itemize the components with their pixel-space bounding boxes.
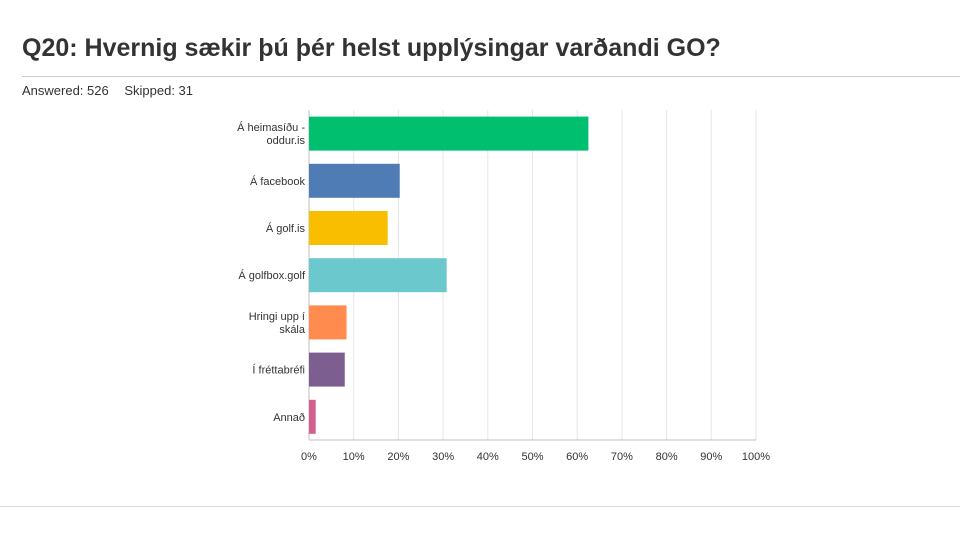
response-stats: Answered: 526 Skipped: 31	[22, 83, 193, 98]
bar	[309, 258, 447, 293]
x-tick-label: 70%	[611, 451, 633, 463]
x-tick-label: 30%	[432, 451, 454, 463]
x-tick-label: 20%	[387, 451, 409, 463]
answered-count: Answered: 526	[22, 83, 109, 98]
x-tick-label: 90%	[700, 451, 722, 463]
x-tick-label: 10%	[343, 451, 365, 463]
bar	[309, 352, 345, 387]
category-label: Á facebook	[250, 175, 306, 188]
bar	[309, 399, 316, 434]
x-tick-label: 80%	[656, 451, 678, 463]
page-title: Q20: Hvernig sækir þú þér helst upplýsin…	[22, 34, 721, 62]
category-label: Á heimasíðu -oddur.is	[237, 121, 305, 147]
x-tick-label: 0%	[301, 451, 317, 463]
x-tick-label: 50%	[521, 451, 543, 463]
category-label: Á golfbox.golf	[238, 269, 306, 282]
bar	[309, 211, 388, 245]
x-tick-label: 40%	[477, 451, 499, 463]
bar	[309, 116, 589, 151]
x-tick-label: 100%	[742, 451, 770, 463]
title-divider	[22, 76, 960, 77]
category-label: Annað	[273, 412, 305, 424]
category-label: Í fréttabréfi	[252, 364, 305, 377]
bottom-divider	[0, 506, 960, 507]
category-label: Hringi upp í skála	[249, 311, 306, 336]
skipped-count: Skipped: 31	[124, 83, 194, 98]
bar	[309, 163, 400, 198]
bar	[309, 305, 347, 340]
category-label: Á golf.is	[266, 222, 306, 235]
x-tick-label: 60%	[566, 451, 588, 463]
